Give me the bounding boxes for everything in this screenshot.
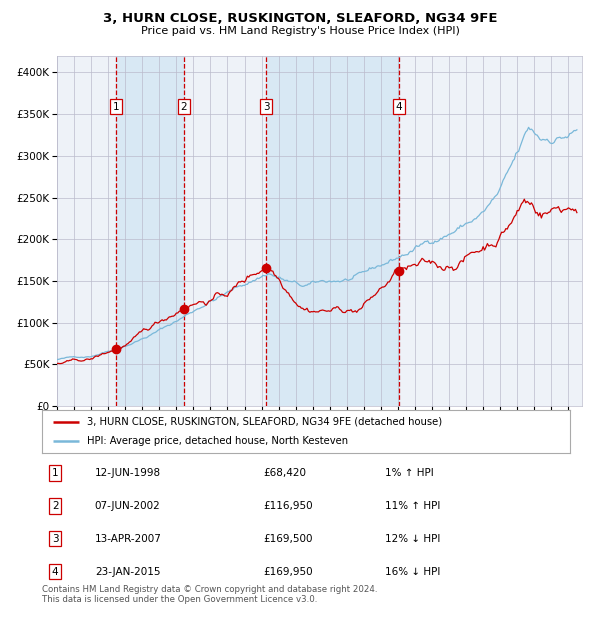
Text: 3, HURN CLOSE, RUSKINGTON, SLEAFORD, NG34 9FE: 3, HURN CLOSE, RUSKINGTON, SLEAFORD, NG3… xyxy=(103,12,497,25)
Text: Contains HM Land Registry data © Crown copyright and database right 2024.
This d: Contains HM Land Registry data © Crown c… xyxy=(42,585,377,604)
Bar xyxy=(266,56,399,406)
Text: 12-JUN-1998: 12-JUN-1998 xyxy=(95,468,161,478)
Text: 13-APR-2007: 13-APR-2007 xyxy=(95,534,161,544)
Text: 1: 1 xyxy=(112,102,119,112)
Text: £68,420: £68,420 xyxy=(264,468,307,478)
Text: 4: 4 xyxy=(395,102,402,112)
Text: HPI: Average price, detached house, North Kesteven: HPI: Average price, detached house, Nort… xyxy=(87,436,348,446)
Text: 3: 3 xyxy=(263,102,269,112)
Text: 16% ↓ HPI: 16% ↓ HPI xyxy=(385,567,440,577)
Text: 3: 3 xyxy=(52,534,59,544)
Text: 2: 2 xyxy=(52,501,59,511)
Text: 3, HURN CLOSE, RUSKINGTON, SLEAFORD, NG34 9FE (detached house): 3, HURN CLOSE, RUSKINGTON, SLEAFORD, NG3… xyxy=(87,417,442,427)
Text: £169,950: £169,950 xyxy=(264,567,313,577)
Text: 1: 1 xyxy=(52,468,59,478)
Text: 07-JUN-2002: 07-JUN-2002 xyxy=(95,501,161,511)
Text: 1% ↑ HPI: 1% ↑ HPI xyxy=(385,468,434,478)
Text: £116,950: £116,950 xyxy=(264,501,313,511)
Text: 23-JAN-2015: 23-JAN-2015 xyxy=(95,567,160,577)
Bar xyxy=(116,56,184,406)
Text: 12% ↓ HPI: 12% ↓ HPI xyxy=(385,534,440,544)
Text: 4: 4 xyxy=(52,567,59,577)
Text: 11% ↑ HPI: 11% ↑ HPI xyxy=(385,501,440,511)
Text: £169,500: £169,500 xyxy=(264,534,313,544)
Text: Price paid vs. HM Land Registry's House Price Index (HPI): Price paid vs. HM Land Registry's House … xyxy=(140,26,460,36)
Text: 2: 2 xyxy=(181,102,187,112)
